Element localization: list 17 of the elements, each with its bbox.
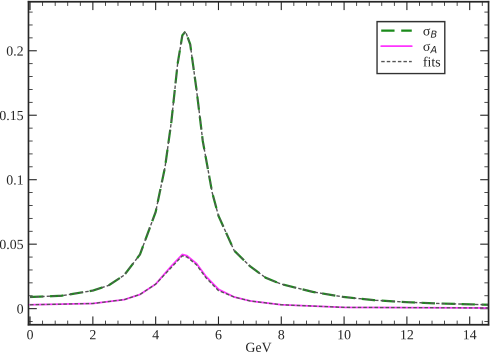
x-tick-label: 4 [152, 330, 159, 340]
y-tick-label: 0.05 [0, 240, 24, 250]
x-tick-label: 2 [90, 330, 96, 340]
x-axis-title: GeV [246, 342, 272, 352]
x-tick-label: 14 [464, 330, 476, 340]
x-tick-label: 12 [401, 330, 414, 340]
x-tick-label: 10 [338, 330, 350, 340]
y-tick-label: 0 [17, 304, 24, 314]
x-tick-label: 6 [216, 330, 222, 340]
y-tick-label: 0.1 [6, 175, 23, 185]
x-tick-label: 0 [27, 330, 33, 340]
legend-label: σ$_{B}$ [423, 28, 437, 38]
legend-label: fits [423, 56, 440, 67]
y-tick-label: 0.2 [6, 46, 23, 56]
y-tick-label: 0.15 [0, 110, 24, 120]
legend-label: σ$_{A}$ [423, 44, 436, 54]
x-tick-label: 8 [278, 330, 284, 340]
